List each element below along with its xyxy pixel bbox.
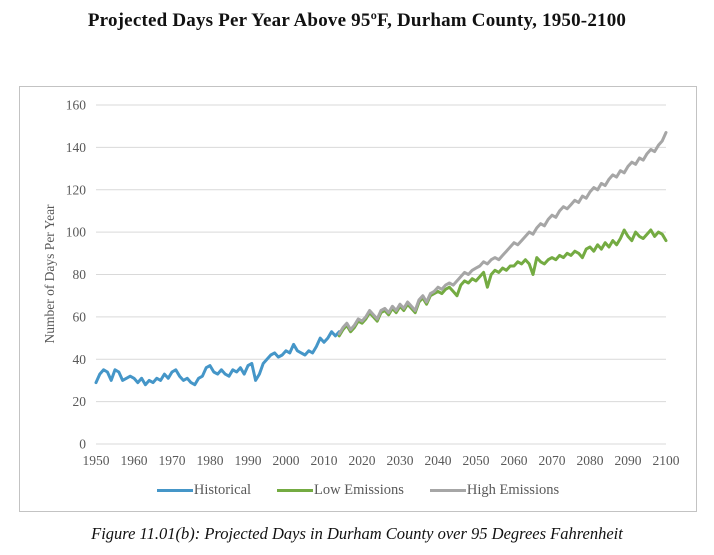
x-tick-label: 2090: [615, 453, 642, 468]
x-tick-label: 2000: [273, 453, 300, 468]
x-tick-label: 1950: [83, 453, 110, 468]
y-tick-label: 80: [73, 267, 87, 282]
x-tick-label: 1960: [121, 453, 148, 468]
y-tick-label: 100: [66, 225, 87, 240]
y-tick-label: 120: [66, 182, 87, 197]
y-tick-label: 0: [79, 437, 86, 452]
x-tick-label: 1980: [197, 453, 224, 468]
chart-legend: Historical Low Emissions High Emissions: [20, 482, 696, 499]
legend-label: Low Emissions: [314, 482, 404, 498]
legend-item-high-emissions: High Emissions: [429, 482, 560, 499]
series-line-high-emissions: [337, 131, 668, 336]
x-tick-label: 1970: [159, 453, 186, 468]
x-axis-tick-labels: 1950 1960 1970 1980 1990 2000 2010 2020 2030 2040…: [83, 453, 680, 468]
y-tick-label: 40: [73, 352, 87, 367]
x-tick-label: 2040: [425, 453, 452, 468]
x-tick-label: 2100: [653, 453, 680, 468]
x-tick-label: 1990: [235, 453, 262, 468]
chart-title: Projected Days Per Year Above 95ºF, Durh…: [87, 10, 627, 31]
legend-line-swatch: [277, 489, 314, 492]
gridline-group: [96, 104, 666, 445]
y-tick-label: 20: [73, 394, 87, 409]
x-tick-label: 2050: [463, 453, 490, 468]
legend-item-historical: Historical: [156, 482, 252, 499]
series-line-low-emissions: [337, 228, 668, 338]
legend-line-swatch: [156, 489, 193, 492]
y-tick-label: 60: [73, 309, 87, 324]
legend-item-low-emissions: Low Emissions: [277, 482, 404, 499]
x-tick-label: 2070: [539, 453, 566, 468]
legend-label: Historical: [193, 482, 252, 498]
legend-line-swatch: [429, 489, 466, 492]
x-tick-label: 2020: [349, 453, 376, 468]
series-line-historical: [94, 330, 341, 387]
x-tick-label: 2030: [387, 453, 414, 468]
x-tick-label: 2080: [577, 453, 604, 468]
y-axis-tick-labels: 0 20 40 60 80 100 120 140 160: [66, 98, 87, 452]
legend-label: High Emissions: [466, 482, 560, 498]
y-tick-label: 160: [66, 98, 87, 113]
y-axis-title: Number of Days Per Year: [42, 204, 57, 344]
chart-frame: 0 20 40 60 80 100 120 140 160 1950 1960 1970 1980 19…: [19, 86, 697, 512]
x-tick-label: 2010: [311, 453, 338, 468]
x-tick-label: 2060: [501, 453, 528, 468]
y-tick-label: 140: [66, 140, 87, 155]
series-line-group: [94, 131, 668, 387]
figure-caption: Figure 11.01(b): Projected Days in Durha…: [91, 524, 623, 543]
